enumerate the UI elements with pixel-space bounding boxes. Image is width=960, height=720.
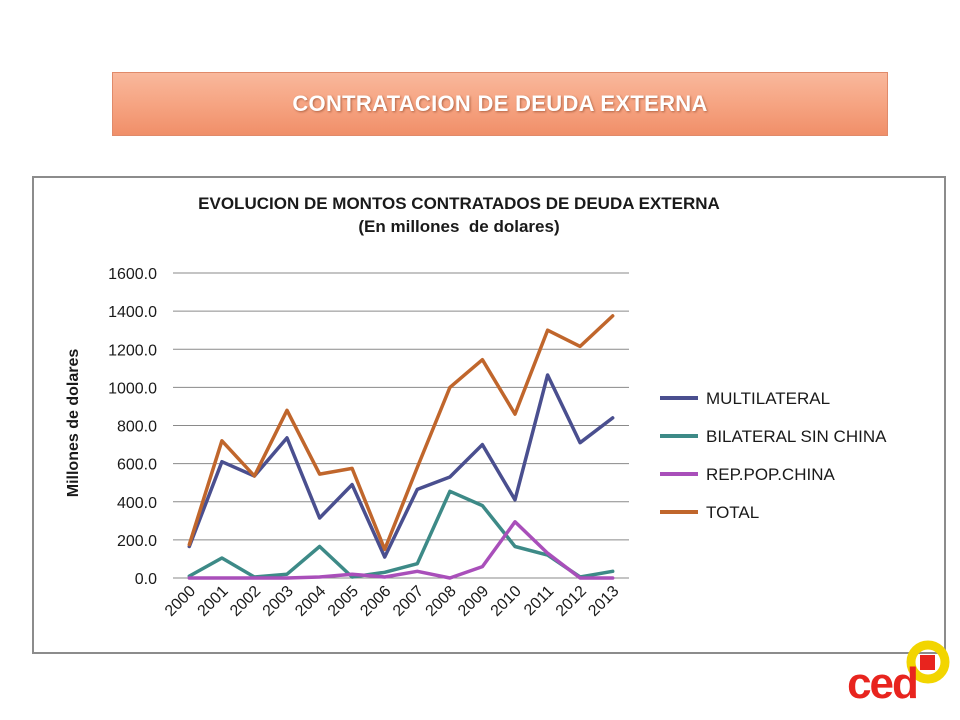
y-tick-label: 200.0 xyxy=(117,533,157,550)
y-tick-label: 1200.0 xyxy=(108,342,157,359)
series-line-multilateral xyxy=(187,373,615,559)
ced-logo: ced xyxy=(847,640,950,706)
y-tick-label: 800.0 xyxy=(117,419,157,436)
x-tick-label: 2012 xyxy=(553,583,590,620)
x-tick-label: 2007 xyxy=(390,583,427,620)
x-tick-label: 2013 xyxy=(585,583,622,620)
y-tick-label: 600.0 xyxy=(117,457,157,474)
svg-text:ced: ced xyxy=(847,659,917,706)
x-tick-label: 2003 xyxy=(260,583,297,620)
chart-subtitle: (En millones de dolares) xyxy=(358,217,559,236)
title-banner: CONTRATACION DE DEUDA EXTERNA xyxy=(112,72,888,136)
y-axis-ticks: 0.0 200.0 400.0 600.0 800.0 1000.0 1200.0 1400.… xyxy=(108,266,157,588)
gridlines xyxy=(173,272,629,579)
chart-frame: EVOLUCION DE MONTOS CONTRATADOS DE DEUDA… xyxy=(32,176,946,654)
x-tick-label: 2010 xyxy=(488,583,525,620)
x-axis-ticks: 2000200120022003200420052006200720082009… xyxy=(162,583,623,620)
y-tick-label: 1000.0 xyxy=(108,380,157,397)
series-line-rep-pop-china xyxy=(187,520,615,580)
banner-title: CONTRATACION DE DEUDA EXTERNA xyxy=(292,91,708,116)
x-tick-label: 2011 xyxy=(521,583,557,619)
x-tick-label: 2001 xyxy=(194,583,231,620)
x-tick-label: 2006 xyxy=(357,583,394,620)
chart-title: EVOLUCION DE MONTOS CONTRATADOS DE DEUDA… xyxy=(198,194,720,213)
y-tick-label: 400.0 xyxy=(117,495,157,512)
y-tick-label: 1600.0 xyxy=(108,266,157,283)
x-tick-label: 2008 xyxy=(422,583,459,620)
x-tick-label: 2004 xyxy=(292,583,329,620)
x-tick-label: 2009 xyxy=(455,583,492,620)
y-tick-label: 0.0 xyxy=(135,571,157,588)
y-axis-title: Millones de dolares xyxy=(65,349,82,498)
legend-label: BILATERAL SIN CHINA xyxy=(706,427,887,446)
legend: MULTILATERAL BILATERAL SIN CHINA REP.POP.C… xyxy=(660,389,887,522)
x-tick-label: 2000 xyxy=(162,583,199,620)
x-tick-label: 2005 xyxy=(325,583,362,620)
legend-label: REP.POP.CHINA xyxy=(706,465,835,484)
series-lines xyxy=(187,314,615,580)
series-line-total xyxy=(187,314,615,552)
x-tick-label: 2002 xyxy=(227,583,264,620)
legend-label: MULTILATERAL xyxy=(706,389,830,408)
line-chart: EVOLUCION DE MONTOS CONTRATADOS DE DEUDA… xyxy=(65,194,887,620)
y-tick-label: 1400.0 xyxy=(108,304,157,321)
legend-label: TOTAL xyxy=(706,503,759,522)
